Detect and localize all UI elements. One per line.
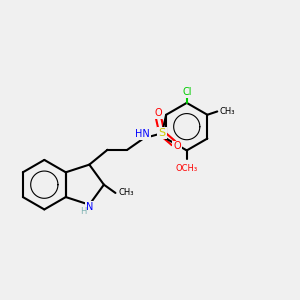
Text: H: H — [80, 208, 87, 217]
Text: Cl: Cl — [182, 87, 191, 97]
Text: OCH₃: OCH₃ — [176, 164, 198, 172]
Text: O: O — [155, 108, 163, 118]
Text: CH₃: CH₃ — [220, 107, 235, 116]
Text: S: S — [158, 128, 166, 138]
Text: HN: HN — [135, 129, 149, 139]
Text: CH₃: CH₃ — [118, 188, 134, 197]
Text: N: N — [85, 202, 93, 212]
Text: O: O — [173, 142, 181, 152]
